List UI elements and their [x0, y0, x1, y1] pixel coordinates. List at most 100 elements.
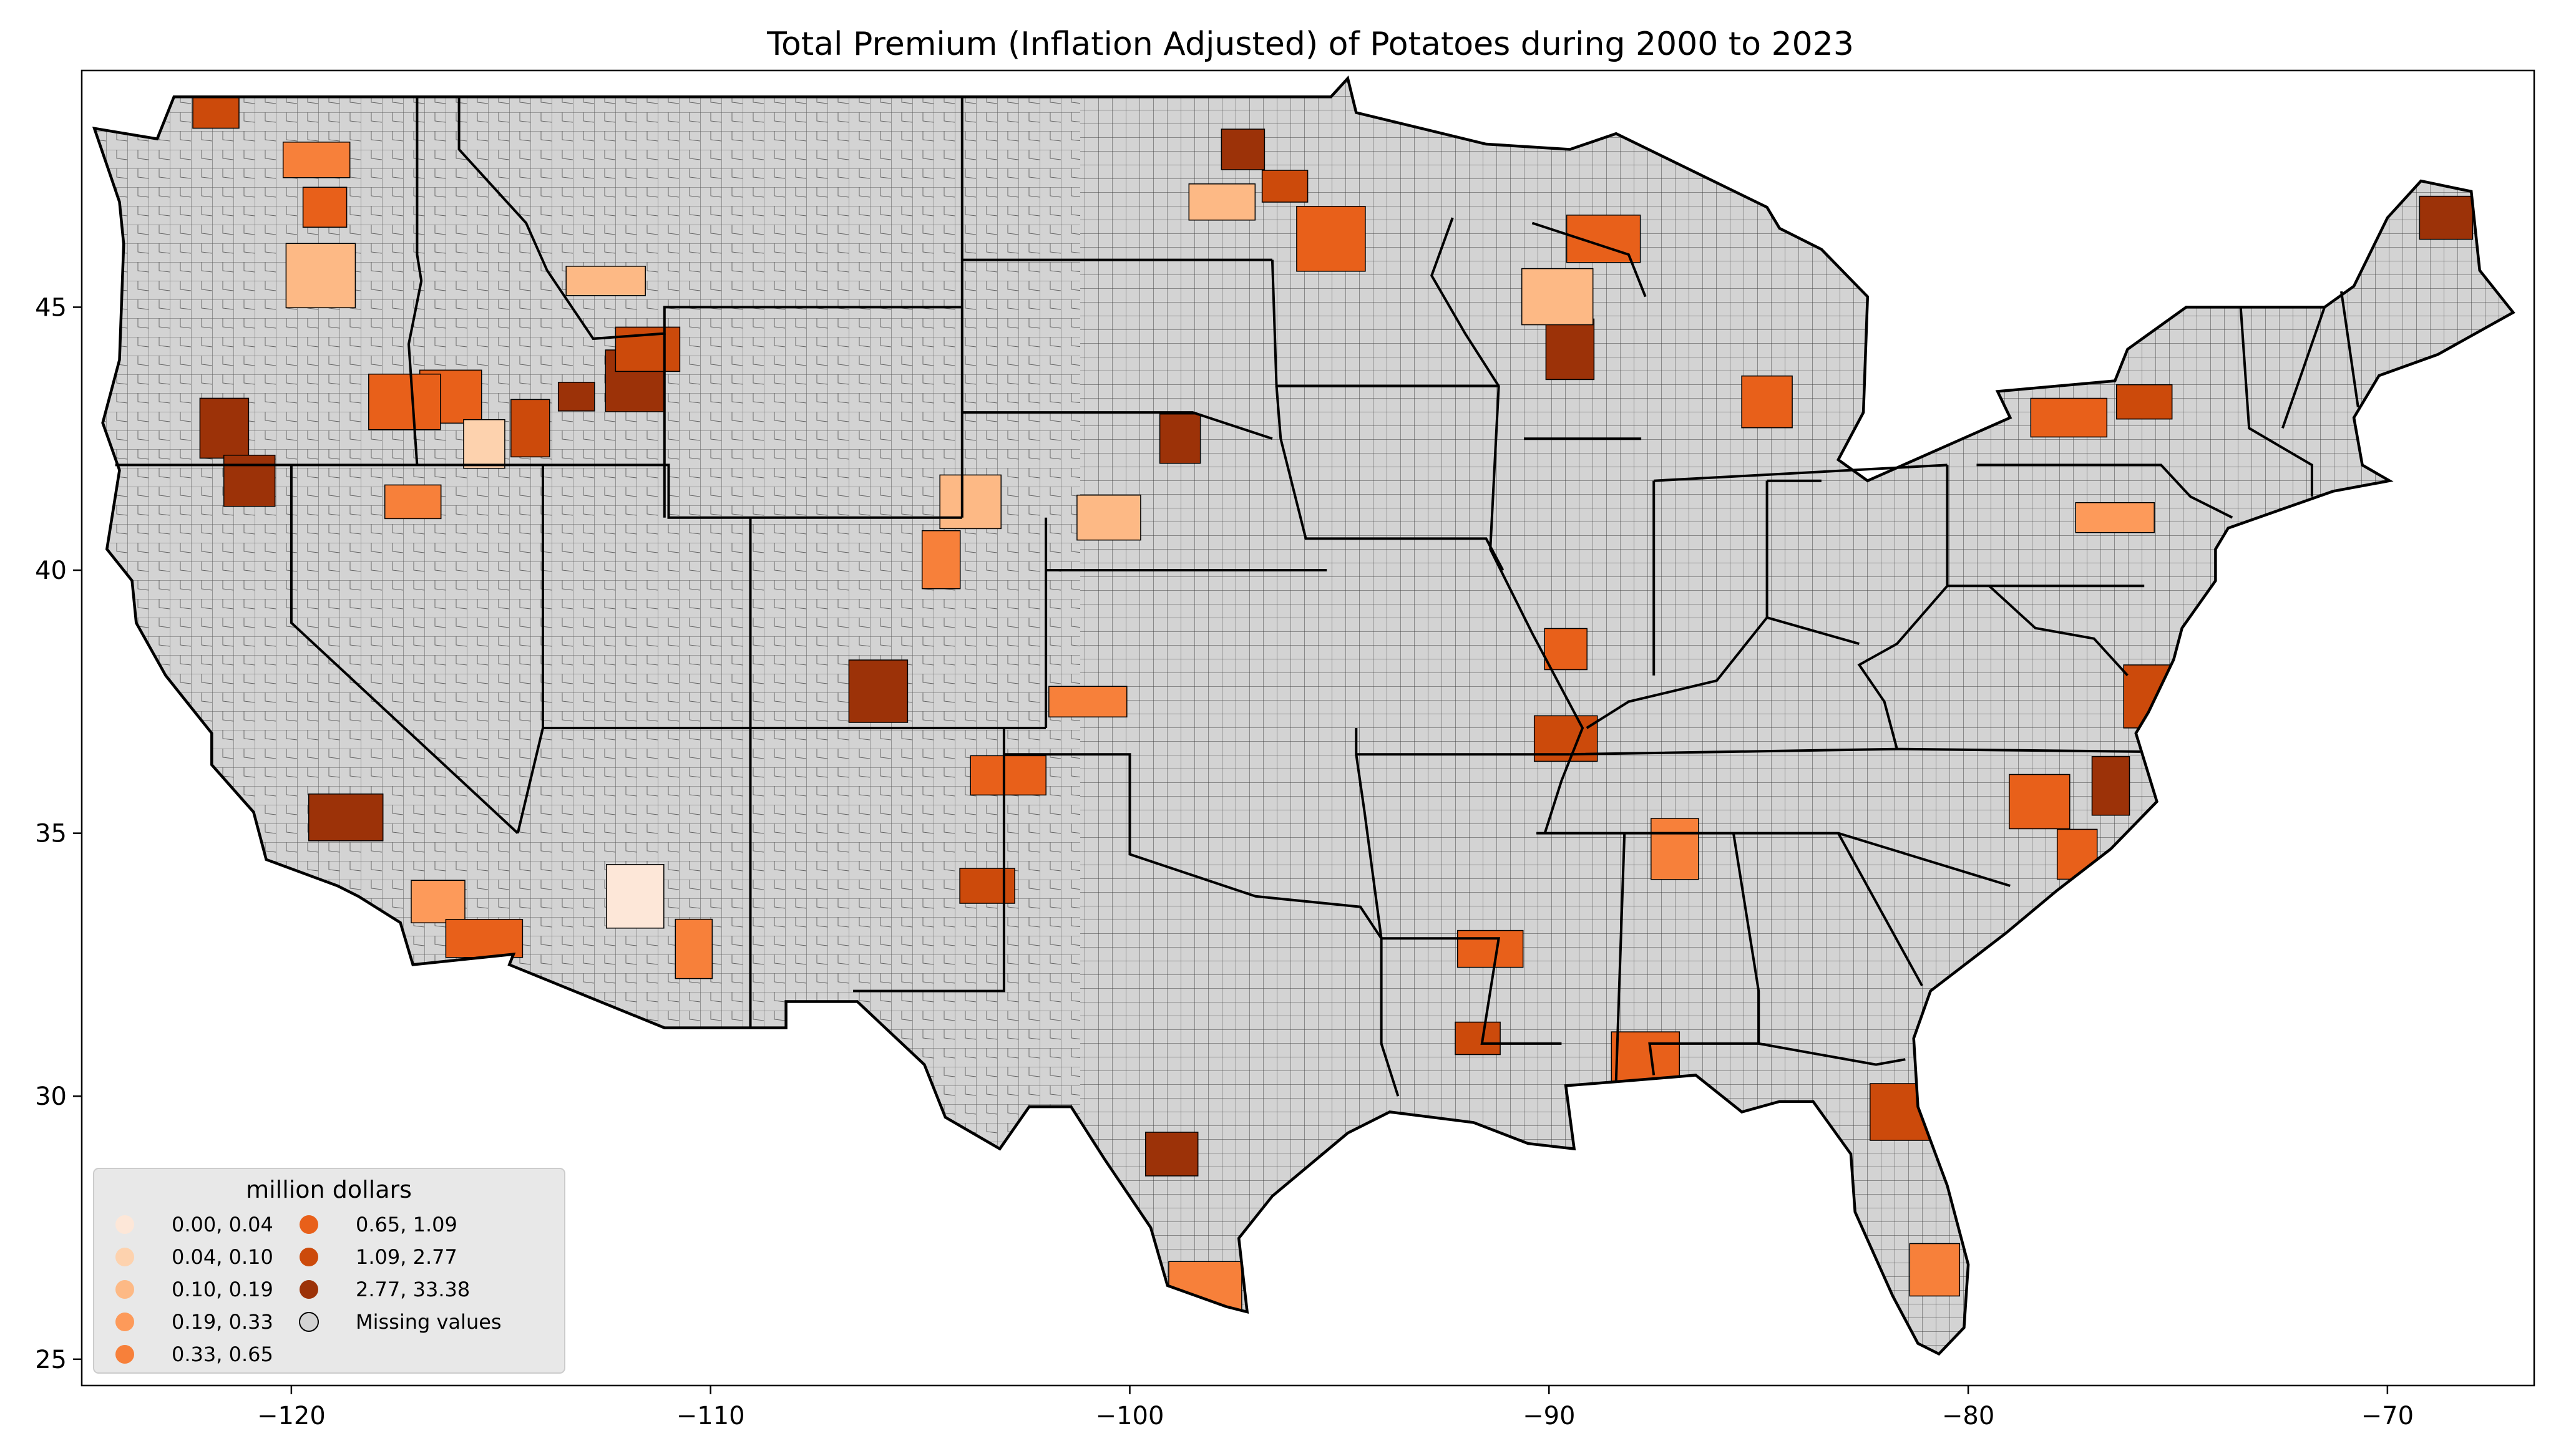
state-border-13	[853, 728, 1005, 993]
legend-swatch	[115, 1345, 134, 1364]
y-tick-label: 25	[35, 1346, 67, 1374]
county-north-dakota-red-river-valley	[1221, 129, 1266, 170]
y-axis: 45 40 35 30 25	[35, 293, 82, 1374]
state-border-34	[2281, 306, 2326, 429]
county-idaho-central	[510, 399, 550, 458]
state-border-22	[1614, 833, 1626, 1080]
county-wisconsin-north	[1521, 268, 1594, 326]
legend-swatch	[115, 1248, 134, 1266]
county-california-south	[411, 880, 466, 924]
state-border-40	[1531, 221, 1647, 298]
legend: million dollars 0.00, 0.04 0.04, 0.10 0.10…	[93, 1168, 565, 1374]
county-california-kern	[308, 794, 384, 842]
y-tick-label: 30	[35, 1082, 67, 1111]
county-washington-north-border	[192, 96, 240, 129]
county-wisconsin-central-sands	[1545, 318, 1595, 381]
legend-swatch	[300, 1248, 318, 1266]
state-border-38	[1586, 616, 1860, 729]
county-colorado-san-luis-valley	[848, 659, 909, 723]
state-borders	[115, 97, 2359, 1097]
y-tick-label: 35	[35, 820, 67, 848]
state-border-37	[1988, 585, 2129, 677]
county-arizona-south	[675, 918, 713, 979]
county-nebraska-central	[1159, 413, 1201, 464]
county-idaho-east	[615, 326, 681, 372]
legend-swatch	[299, 1312, 319, 1332]
state-border-3	[290, 465, 519, 835]
county-north-dakota-east	[1188, 183, 1256, 221]
legend-label: 1.09, 2.77	[356, 1245, 457, 1269]
legend-swatch	[115, 1280, 134, 1299]
legend-swatch	[300, 1280, 318, 1299]
county-new-york-north	[2115, 384, 2173, 420]
county-idaho-south	[463, 419, 505, 469]
county-maine-aroostook	[2419, 195, 2474, 240]
premium-highlight-counties	[192, 96, 2474, 1311]
us-outline	[92, 75, 2515, 1356]
x-tick-label: −90	[1523, 1402, 1575, 1430]
county-minnesota-red-river-valley	[1261, 170, 1309, 203]
county-colorado-northeast	[921, 530, 961, 590]
x-tick-label: −110	[676, 1402, 745, 1430]
state-border-9	[962, 411, 1273, 440]
county-california-imperial	[445, 919, 524, 958]
legend-label: 0.10, 0.19	[172, 1278, 273, 1301]
x-tick-label: −70	[2361, 1402, 2414, 1430]
county-oregon-klamath	[199, 397, 250, 459]
county-washington-columbia-basin	[302, 187, 348, 228]
county-pennsylvania	[2075, 502, 2155, 533]
county-california-modoc	[223, 454, 276, 507]
county-oregon-umatilla	[285, 243, 356, 309]
state-border-39	[1430, 217, 1584, 834]
state-border-24	[1758, 1042, 1906, 1066]
state-border-17	[1275, 386, 1505, 571]
state-border-32	[1976, 463, 2233, 519]
county-alabama-north	[1651, 818, 1699, 880]
state-border-15	[1003, 753, 1400, 1097]
county-nebraska-south	[1076, 494, 1141, 541]
state-border-35	[2340, 291, 2359, 407]
state-border-33	[2239, 307, 2313, 497]
legend-items: 0.00, 0.04 0.04, 0.10 0.10, 0.19 0.19, 0.33…	[115, 1213, 502, 1366]
x-tick-label: −100	[1096, 1402, 1164, 1430]
county-north-carolina-northeast	[2091, 756, 2130, 816]
county-nebraska-west	[939, 474, 1002, 530]
county-michigan-central	[1741, 375, 1793, 429]
legend-label: 0.65, 1.09	[356, 1213, 457, 1236]
county-montana-southwest	[565, 266, 646, 296]
county-washington-north	[282, 142, 351, 178]
legend-swatch	[115, 1313, 134, 1331]
county-arizona-central	[606, 864, 665, 929]
state-border-5	[457, 97, 962, 341]
state-border-25	[1837, 832, 1923, 987]
y-tick-label: 40	[35, 556, 67, 585]
state-border-21	[1536, 832, 2011, 887]
county-kansas-southwest	[1048, 686, 1128, 718]
chart-title: Total Premium (Inflation Adjusted) of Po…	[766, 26, 1854, 63]
x-axis: −120 −110 −100 −90 −80 −70	[257, 1386, 2414, 1430]
y-tick-label: 45	[35, 293, 67, 322]
county-arkansas-east	[1456, 929, 1524, 968]
county-idaho-snake-river-plain	[557, 382, 595, 412]
legend-swatch	[300, 1215, 318, 1234]
legend-swatch	[115, 1215, 134, 1234]
county-north-carolina-central	[2009, 774, 2071, 830]
x-tick-label: −80	[1942, 1402, 1994, 1430]
legend-label: Missing values	[356, 1310, 502, 1334]
county-minnesota-central	[1296, 206, 1366, 272]
legend-label: 0.04, 0.10	[172, 1245, 273, 1269]
county-oregon-malheur	[368, 373, 441, 430]
state-border-36	[1857, 585, 1949, 750]
x-tick-label: −120	[257, 1402, 326, 1430]
county-florida-south	[1909, 1243, 1961, 1297]
county-nevada-north	[384, 484, 442, 520]
legend-box	[93, 1168, 565, 1374]
county-illinois-southwest	[1544, 628, 1588, 671]
legend-label: 2.77, 33.38	[356, 1278, 470, 1301]
legend-label: 0.19, 0.33	[172, 1310, 273, 1334]
state-border-1	[407, 97, 423, 465]
state-border-19	[1355, 754, 1562, 1045]
county-texas-central	[1144, 1132, 1199, 1177]
legend-label: 0.00, 0.04	[172, 1213, 273, 1236]
